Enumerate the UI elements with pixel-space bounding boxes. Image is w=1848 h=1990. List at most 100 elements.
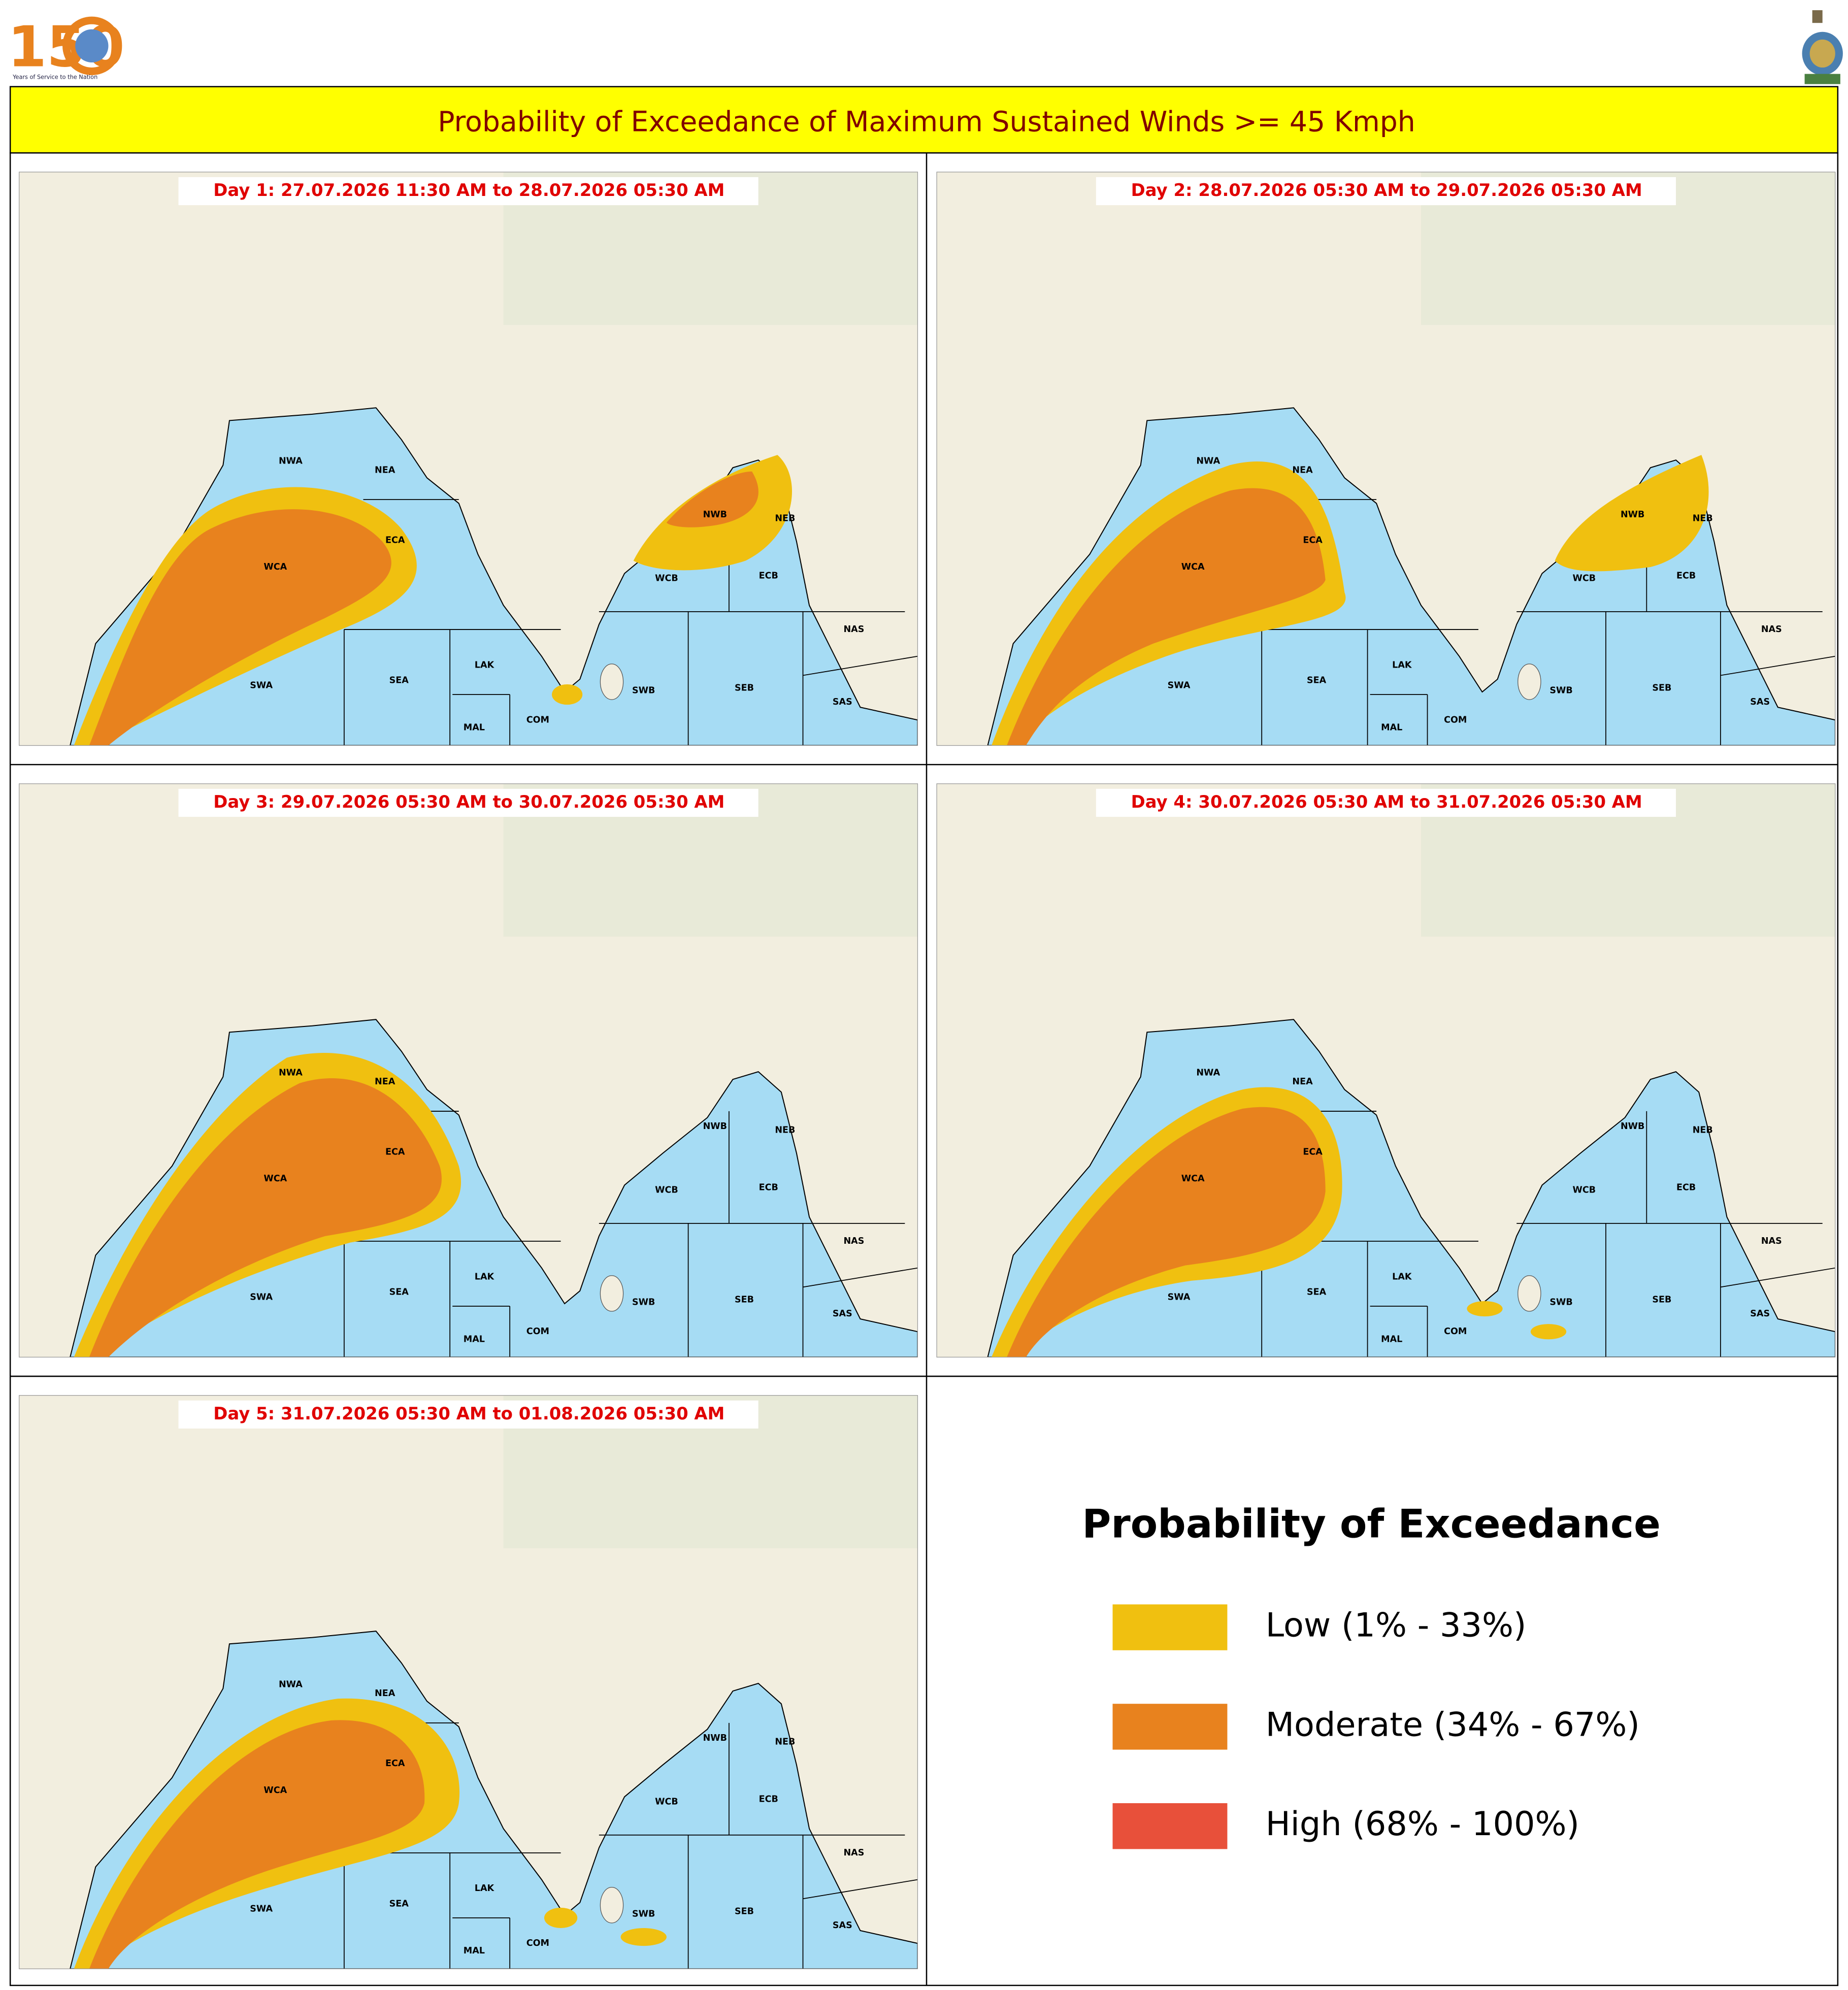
region-label: NEB (775, 1737, 795, 1747)
region-label: COM (526, 715, 549, 725)
region-label: SWA (250, 681, 273, 691)
region-label: WCB (655, 1185, 678, 1196)
probability-area (89, 1720, 425, 1969)
region-label: SEA (389, 1899, 409, 1909)
logo-ring (62, 16, 121, 76)
region-label: WCA (263, 1174, 287, 1184)
region-label: NEB (775, 514, 795, 524)
region-label: NWA (279, 1680, 303, 1690)
region-label: MAL (464, 1946, 485, 1956)
probability-area (1007, 1107, 1326, 1357)
probability-area (1555, 455, 1709, 572)
region-label: SAS (833, 1309, 852, 1319)
region-label: SWA (250, 1292, 273, 1302)
maps: NWA NEA ECA WCA SWA SEA LAK MAL COM NWB NEB WCB ECB N… (19, 172, 1836, 1969)
region-label: SEB (735, 683, 754, 693)
region-label: LAK (1392, 660, 1412, 670)
region-label: WCB (1572, 1185, 1596, 1196)
region-label: ECA (385, 1147, 405, 1157)
region-label: SWB (632, 1909, 655, 1919)
region-label: SEA (389, 675, 409, 685)
region-label: ECA (1303, 535, 1323, 545)
legend-swatch (1112, 1604, 1228, 1650)
probability-area (666, 471, 758, 527)
legend-label: High (68% - 100%) (1266, 1805, 1579, 1843)
region-label: NWB (1621, 1121, 1644, 1132)
map-border (19, 783, 918, 1358)
region-label: ECB (759, 1183, 778, 1193)
region-label: NAS (843, 624, 864, 635)
region-label: ECB (1676, 1183, 1696, 1193)
region-label: NAS (843, 1236, 864, 1246)
region-label: SWA (250, 1904, 273, 1914)
map-panel: NWA NEA ECA WCA SWA SEA LAK MAL COM NWB NEB WCB ECB N… (19, 783, 918, 1357)
region-label: MAL (1381, 1334, 1402, 1344)
map-panel: NWA NEA ECA WCA SWA SEA LAK MAL COM NWB NEB WCB ECB N… (937, 172, 1835, 746)
sri-lanka (1517, 664, 1541, 700)
region-label: WCA (1181, 562, 1205, 572)
region-label: WCB (655, 574, 678, 584)
probability-area (620, 1928, 667, 1946)
region-label: LAK (475, 660, 495, 670)
map-border (19, 1395, 918, 1969)
sri-lanka (600, 1275, 624, 1312)
region-label: ECB (759, 1794, 778, 1804)
day-label: Day 4: 30.07.2026 05:30 AM to 31.07.2026… (1131, 792, 1642, 812)
day-label: Day 3: 29.07.2026 05:30 AM to 30.07.2026… (213, 792, 724, 812)
region-label: NWB (1621, 510, 1644, 520)
title-bar (9, 86, 1839, 154)
region-label: ECA (385, 535, 405, 545)
region-label: WCB (655, 1797, 678, 1807)
legend-swatch (1112, 1803, 1228, 1849)
probability-area (89, 1078, 442, 1357)
region-label: NWB (703, 1121, 727, 1132)
probability-area (1467, 1301, 1503, 1317)
region-label: ECA (1303, 1147, 1323, 1157)
region-boundary (1720, 1267, 1835, 1288)
region-label: NAS (1761, 1236, 1782, 1246)
region-label: MAL (1381, 722, 1402, 733)
region-boundary (803, 655, 918, 676)
region-label: SAS (833, 1920, 852, 1931)
region-label: SEB (1652, 1295, 1671, 1305)
region-label: NEB (775, 1125, 795, 1136)
region-label: NEA (375, 1077, 395, 1087)
region-label: NWB (703, 1733, 727, 1743)
title: Probability of Exceedance of Maximum Sus… (438, 106, 1415, 139)
day-label-bg (1096, 177, 1676, 206)
sri-lanka (600, 1887, 624, 1923)
region-label: MAL (464, 1334, 485, 1344)
region-label: NWA (279, 1068, 303, 1078)
map-panel: NWA NEA ECA WCA SWA SEA LAK MAL COM NWB NEB WCB ECB N… (937, 783, 1835, 1357)
region-boundary (1720, 655, 1835, 676)
map-border (19, 172, 918, 746)
region-label: NEA (1292, 465, 1313, 475)
region-label: NWB (703, 510, 727, 520)
region-label: NEA (1292, 1077, 1313, 1087)
legend-swatch (1112, 1704, 1228, 1750)
region-label: NEA (375, 1688, 395, 1699)
region-label: SAS (833, 697, 852, 707)
region-label: WCA (263, 562, 287, 572)
region-label: SWB (632, 686, 655, 696)
region-label: NAS (1761, 624, 1782, 635)
day-label-bg (178, 1400, 758, 1429)
region-label: NWA (1196, 1068, 1220, 1078)
probability-area (544, 1907, 578, 1929)
region-label: SEA (1307, 1287, 1327, 1297)
region-label: WCA (1181, 1174, 1205, 1184)
region-label: LAK (1392, 1272, 1412, 1282)
probability-area (89, 509, 391, 746)
region-label: SAS (1750, 697, 1770, 707)
emblem (1802, 10, 1843, 84)
day-label: Day 1: 27.07.2026 11:30 AM to 28.07.2026… (213, 180, 724, 200)
grid-frame (9, 152, 1839, 1986)
region-boundary (803, 1267, 918, 1288)
region-label: NEB (1693, 1125, 1713, 1136)
map-border (936, 783, 1836, 1358)
region-label: COM (526, 1326, 549, 1337)
region-label: NWA (1196, 456, 1220, 467)
day-label: Day 2: 28.07.2026 05:30 AM to 29.07.2026… (1131, 180, 1642, 200)
